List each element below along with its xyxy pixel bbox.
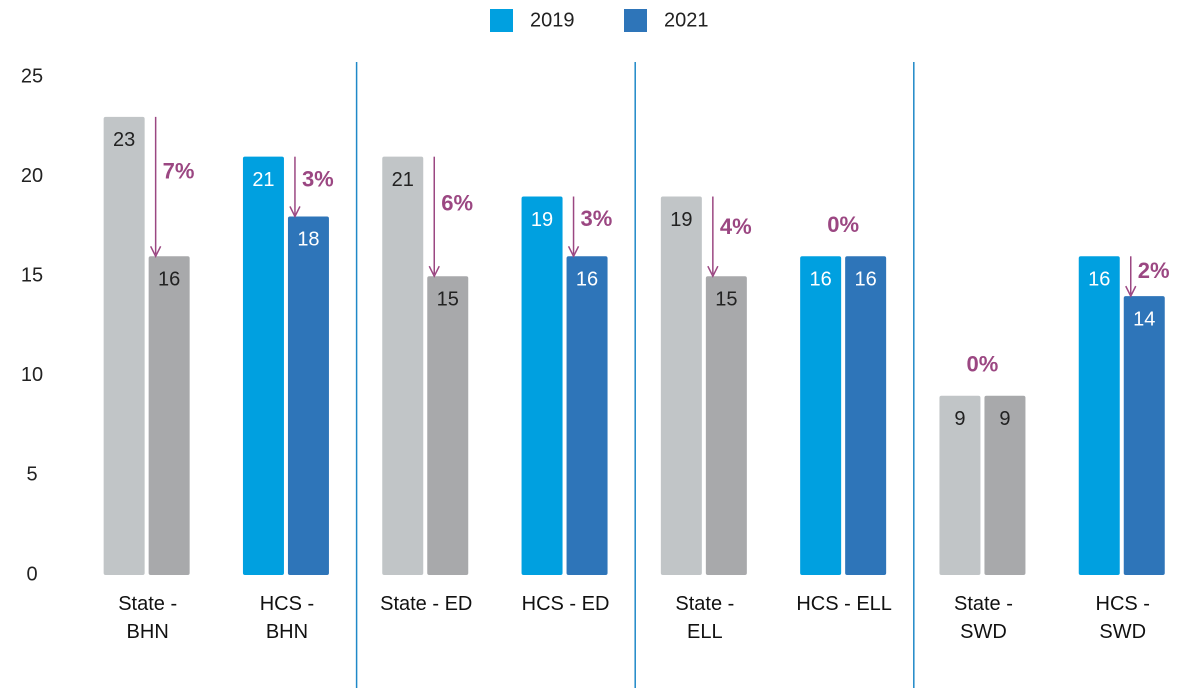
bar-value-label: 16	[810, 269, 832, 291]
bar	[148, 256, 190, 575]
bar-value-label: 14	[1133, 308, 1155, 330]
bar-value-label: 23	[113, 129, 135, 151]
x-tick-label: State - ED	[380, 593, 473, 615]
bar	[984, 395, 1026, 575]
bar-value-label: 9	[954, 408, 965, 430]
bar	[1123, 296, 1165, 575]
change-annotation: 4%	[720, 214, 752, 239]
legend-swatch	[624, 9, 647, 32]
x-tick-label: State - BHN	[118, 593, 178, 643]
x-tick-label: HCS - ELL	[796, 593, 892, 615]
y-tick-label: 15	[21, 264, 43, 286]
bar	[800, 256, 842, 575]
bar-value-label: 16	[576, 269, 598, 291]
legend-swatch	[490, 9, 513, 32]
legend-label: 2021	[664, 9, 709, 31]
bar	[1078, 256, 1120, 575]
y-tick-label: 10	[21, 364, 43, 386]
bar	[103, 116, 145, 575]
bar	[845, 256, 887, 575]
bar-value-label: 16	[1088, 269, 1110, 291]
bar-value-label: 19	[670, 209, 692, 231]
arrow-head	[567, 245, 580, 258]
bar-value-label: 16	[855, 269, 877, 291]
arrow-head	[1125, 285, 1137, 298]
legend-label: 2019	[530, 9, 575, 31]
bar	[242, 156, 284, 575]
bar-value-label: 19	[531, 209, 553, 231]
x-tick-label: HCS - BHN	[259, 593, 315, 643]
change-annotation: 0%	[967, 352, 999, 377]
bar	[939, 395, 981, 575]
y-tick-label: 0	[26, 563, 37, 585]
arrow-head	[428, 265, 440, 278]
change-annotation: 6%	[441, 190, 473, 215]
change-annotation: 0%	[827, 212, 859, 237]
x-tick-label: State - ELL	[675, 593, 735, 643]
bar-value-label: 21	[392, 169, 414, 191]
bar	[382, 156, 424, 575]
change-annotation: 2%	[1138, 258, 1170, 283]
bar-value-label: 21	[252, 169, 274, 191]
bar	[287, 216, 329, 575]
arrow-head	[707, 265, 719, 278]
bar	[660, 196, 702, 575]
bar	[705, 276, 747, 575]
y-tick-label: 5	[26, 464, 37, 486]
bar-value-label: 18	[297, 229, 319, 251]
change-annotation: 3%	[302, 166, 334, 191]
change-annotation: 7%	[163, 158, 195, 183]
x-tick-label: State - SWD	[953, 593, 1013, 643]
x-tick-label: HCS - SWD	[1095, 593, 1150, 643]
x-tick-label: HCS - ED	[521, 593, 610, 615]
bar-value-label: 15	[437, 288, 459, 310]
arrow-head	[289, 206, 301, 219]
bar-value-label: 16	[158, 269, 180, 291]
bar	[521, 196, 563, 575]
bar-value-label: 9	[999, 408, 1010, 430]
bar	[566, 256, 608, 575]
y-tick-label: 25	[21, 65, 43, 87]
change-annotation: 3%	[581, 206, 613, 231]
y-tick-label: 20	[21, 165, 43, 187]
arrow-head	[149, 245, 162, 258]
bar-value-label: 15	[715, 288, 737, 310]
bar	[427, 276, 469, 575]
